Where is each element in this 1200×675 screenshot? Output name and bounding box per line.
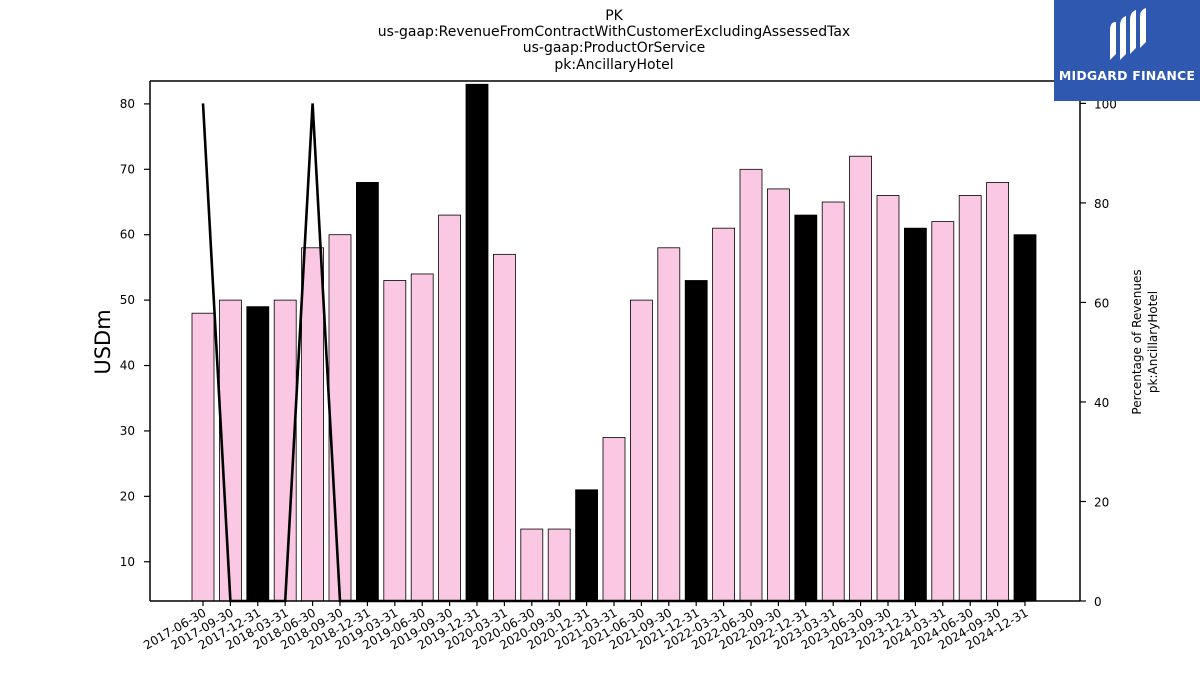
bar-2018-06-30: [301, 247, 325, 602]
chart-title-line-3: us-gaap:ProductOrService: [523, 40, 706, 56]
bar-2021-06-30: [630, 299, 653, 602]
chart-title: PK us-gaap:RevenueFromContractWithCustom…: [378, 8, 850, 73]
chart-title-line-1: PK: [605, 8, 623, 24]
bar-2024-12-31: [1013, 234, 1037, 602]
bar-2018-12-31: [355, 181, 379, 602]
left-y-axis-ticks: 10 20 30 40 50 60 70 80: [120, 97, 150, 569]
right-tick-label: 80: [1094, 197, 1109, 211]
right-y-axis-label-line-2: pk:AncillaryHotel: [1146, 291, 1160, 393]
right-tick-label: 60: [1094, 296, 1109, 310]
bar-series: [191, 83, 1037, 602]
right-tick-label: 0: [1094, 595, 1102, 609]
x-axis-ticks: 2017-06-302017-09-302017-12-312018-03-31…: [141, 601, 1031, 652]
right-y-axis-label-line-1: Percentage of Revenues: [1130, 269, 1144, 414]
bar-2021-12-31: [684, 280, 708, 602]
bar-2023-12-31: [904, 227, 927, 602]
left-tick-label: 30: [120, 424, 135, 438]
bar-2020-03-31: [492, 253, 516, 602]
right-tick-label: 40: [1094, 396, 1109, 410]
midgard-finance-logo: MIDGARD FINANCE: [1054, 0, 1200, 101]
right-y-axis-label: Percentage of Revenues pk:AncillaryHotel: [1130, 269, 1160, 414]
bar-2022-03-31: [712, 227, 735, 602]
bar-2020-09-30: [547, 528, 571, 602]
left-tick-label: 50: [120, 293, 135, 307]
right-tick-label: 20: [1094, 495, 1109, 509]
bar-2024-06-30: [958, 195, 982, 602]
chart-title-line-4: pk:AncillaryHotel: [554, 57, 673, 73]
left-tick-label: 60: [120, 228, 135, 242]
bar-2024-03-31: [931, 221, 955, 602]
bar-2023-03-31: [821, 201, 845, 602]
chart-title-line-2: us-gaap:RevenueFromContractWithCustomerE…: [378, 24, 850, 40]
bar-2023-09-30: [876, 195, 900, 602]
bar-2017-12-31: [246, 306, 270, 602]
left-tick-label: 70: [120, 162, 135, 176]
left-tick-label: 20: [120, 489, 135, 503]
left-tick-label: 40: [120, 359, 135, 373]
bar-2022-09-30: [767, 188, 790, 602]
bar-2021-03-31: [602, 437, 626, 602]
chart-axes: [149, 80, 1081, 602]
left-tick-label: 10: [120, 555, 135, 569]
bar-2022-12-31: [794, 214, 818, 602]
left-tick-label: 80: [120, 97, 135, 111]
bar-2018-09-30: [328, 234, 352, 602]
bar-2019-03-31: [383, 280, 407, 602]
midgard-logo-icon: [1110, 8, 1146, 60]
bar-2022-06-30: [739, 168, 763, 602]
bar-2020-12-31: [575, 489, 598, 602]
bar-2023-06-30: [849, 155, 872, 602]
left-y-axis-label: USDm: [91, 309, 115, 374]
bar-2017-06-30: [191, 312, 215, 602]
logo-text: MIDGARD FINANCE: [1058, 68, 1196, 83]
bar-2019-12-31: [465, 83, 489, 602]
bar-2019-09-30: [438, 214, 462, 602]
bar-2019-06-30: [410, 273, 434, 602]
bar-2021-09-30: [657, 247, 681, 602]
bar-2024-09-30: [986, 181, 1009, 602]
bar-2020-06-30: [520, 528, 544, 602]
